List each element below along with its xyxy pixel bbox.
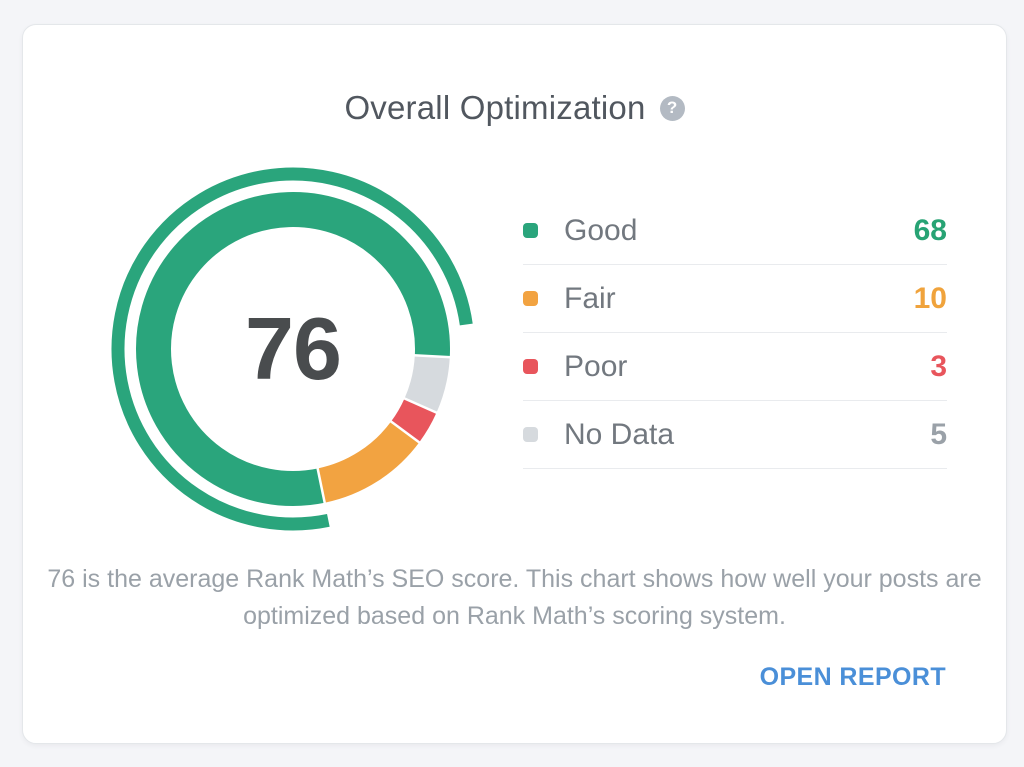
legend-value: 3 [930, 349, 947, 383]
score-value: 76 [245, 299, 342, 398]
card-footer: OPEN REPORT [760, 663, 946, 692]
chart-description-text: 76 is the average Rank Math’s SEO score.… [47, 565, 982, 630]
overall-optimization-card: Overall Optimization ? 76 Good 68 Fair 1… [22, 24, 1007, 744]
card-header: Overall Optimization ? [23, 89, 1006, 127]
legend-row-good: Good 68 [523, 197, 947, 265]
help-icon[interactable]: ? [659, 95, 685, 121]
legend-label: Poor [564, 349, 628, 383]
donut-chart-svg [111, 167, 473, 531]
poor-color-swatch-icon [523, 359, 538, 374]
legend-value: 68 [913, 213, 947, 247]
legend-value: 10 [913, 281, 947, 315]
legend-value: 5 [930, 417, 947, 451]
good-color-swatch-icon [523, 223, 538, 238]
fair-color-swatch-icon [523, 291, 538, 306]
legend-row-fair: Fair 10 [523, 265, 947, 333]
chart-description: 76 is the average Rank Math’s SEO score.… [23, 561, 1006, 635]
legend-label: No Data [564, 417, 675, 451]
legend-label: Good [564, 213, 638, 247]
chart-legend: Good 68 Fair 10 Poor 3 No Data 5 [523, 197, 947, 469]
no-data-color-swatch-icon [523, 427, 538, 442]
legend-row-no-data: No Data 5 [523, 401, 947, 469]
open-report-link[interactable]: OPEN REPORT [759, 663, 946, 691]
page-title: Overall Optimization [344, 89, 646, 126]
legend-row-poor: Poor 3 [523, 333, 947, 401]
optimization-donut-chart: 76 [103, 159, 483, 539]
legend-label: Fair [564, 281, 616, 315]
